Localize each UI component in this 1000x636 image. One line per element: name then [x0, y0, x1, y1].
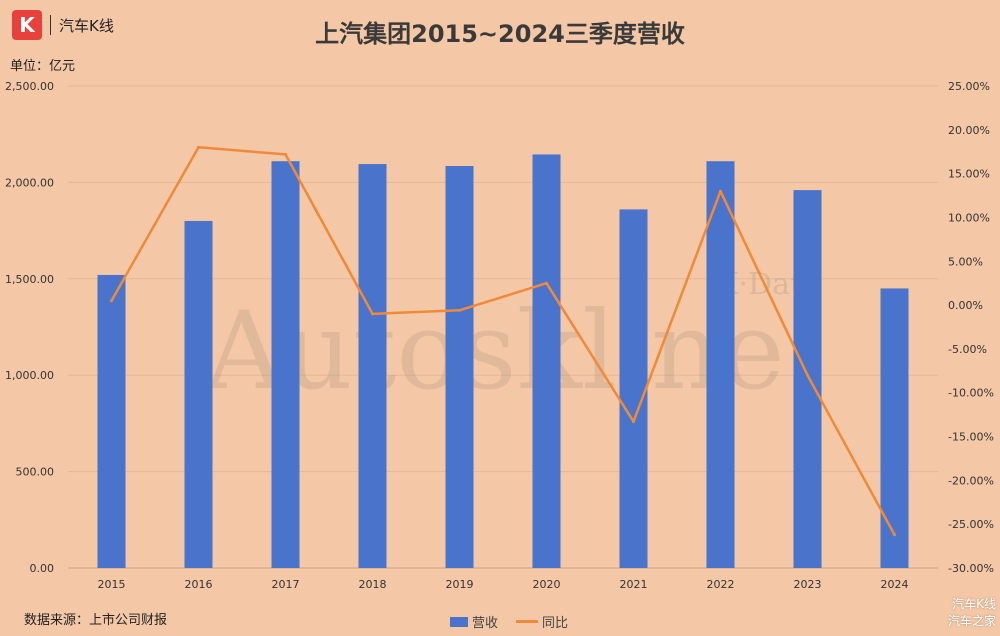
x-tick-label: 2015: [98, 578, 126, 591]
right-tick-label: -10.00%: [948, 387, 994, 400]
right-tick-label: 10.00%: [948, 211, 990, 224]
corner-watermark-line-2: 汽车之家: [947, 614, 996, 628]
left-tick-label: 2,500.00: [5, 80, 54, 93]
watermark-main: Autoskline: [204, 289, 784, 414]
yoy-point-2021: [632, 420, 635, 424]
right-tick-label: -15.00%: [948, 431, 994, 444]
logo-divider: [50, 15, 51, 35]
legend-line-label: 同比: [542, 616, 569, 631]
legend-line-swatch: [516, 620, 539, 623]
x-tick-label: 2023: [794, 578, 822, 591]
bar-2023: [793, 190, 822, 568]
x-tick-label: 2016: [185, 578, 213, 591]
yoy-point-2015: [110, 299, 113, 303]
bar-2022: [706, 161, 735, 568]
yoy-point-2017: [284, 152, 287, 156]
right-tick-label: -5.00%: [948, 343, 987, 356]
brand-name: 汽车K线: [59, 16, 114, 35]
bar-2017: [271, 161, 300, 568]
x-tick-label: 2022: [707, 578, 735, 591]
x-tick-label: 2019: [446, 578, 474, 591]
bar-2020: [532, 154, 561, 568]
right-tick-label: -30.00%: [948, 562, 994, 575]
right-tick-label: 15.00%: [948, 168, 990, 181]
yoy-point-2019: [458, 308, 461, 312]
legend: 营收 同比: [450, 612, 568, 631]
bar-2024: [880, 288, 909, 568]
yoy-point-2022: [719, 189, 722, 193]
right-tick-label: 20.00%: [948, 124, 990, 137]
right-tick-label: -20.00%: [948, 474, 994, 487]
chart-title: 上汽集团2015~2024三季度营收: [315, 20, 685, 48]
right-tick-label: 5.00%: [948, 255, 983, 268]
yoy-point-2024: [893, 533, 896, 537]
left-tick-label: 500.00: [16, 466, 55, 479]
bar-2016: [184, 220, 213, 568]
x-tick-label: 2024: [881, 578, 909, 591]
x-tick-label: 2021: [620, 578, 648, 591]
legend-bar-label: 营收: [472, 616, 499, 631]
left-tick-label: 1,500.00: [5, 273, 54, 286]
bar-2018: [358, 164, 387, 569]
right-tick-label: -25.00%: [948, 518, 994, 531]
x-tick-label: 2017: [272, 578, 300, 591]
right-tick-label: 0.00%: [948, 299, 983, 312]
brand-logo: K 汽车K线: [12, 8, 114, 42]
yoy-point-2016: [197, 145, 200, 149]
yoy-line: [110, 146, 896, 536]
corner-watermark-line-1: 汽车K线: [952, 597, 996, 611]
x-tick-label: 2018: [359, 578, 387, 591]
x-tick-label: 2020: [533, 578, 561, 591]
bar-2015: [97, 274, 126, 568]
yoy-point-2023: [806, 373, 809, 377]
right-tick-label: 25.00%: [948, 80, 990, 93]
legend-bar-swatch: [450, 616, 468, 627]
unit-label: 单位：亿元: [10, 59, 76, 74]
source-label: 数据来源：上市公司财报: [24, 613, 168, 628]
left-tick-label: 1,000.00: [5, 369, 54, 382]
left-tick-label: 0.00: [30, 562, 55, 575]
bar-2019: [445, 166, 474, 568]
bar-2021: [619, 209, 648, 568]
corner-watermark: 汽车K线 汽车之家: [948, 596, 996, 630]
k-logo-icon: K: [12, 10, 42, 40]
yoy-point-2018: [371, 312, 374, 316]
yoy-point-2020: [545, 281, 548, 285]
left-tick-label: 2,000.00: [5, 176, 54, 189]
